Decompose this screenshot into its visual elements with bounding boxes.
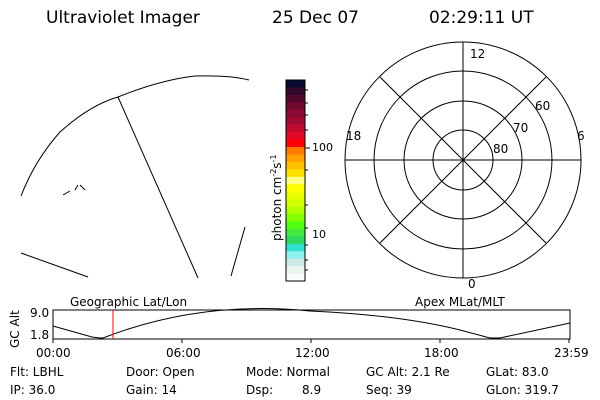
x-tick-label: 18:00 [424, 346, 459, 360]
dsp-label: Dsp: [246, 383, 274, 397]
map-line [230, 226, 246, 277]
colorbar-swatch [286, 117, 305, 126]
gc-alt-axis-label: GC Alt [8, 310, 22, 348]
colorbar-unit-exp2: -1 [269, 154, 278, 163]
map-line [79, 184, 86, 191]
glon-status: GLon: 319.7 [486, 383, 559, 397]
colorbar-swatch [286, 273, 305, 282]
colorbar-swatch [286, 243, 305, 252]
colorbar-tick-100: 100 [312, 141, 333, 154]
colorbar-swatch [286, 191, 305, 200]
colorbar-swatch [286, 161, 305, 170]
time-label: 02:29:11 UT [429, 8, 534, 28]
timeline-frame [52, 309, 571, 340]
colorbar-swatch [286, 147, 305, 155]
colorbar-unit-s: s [270, 162, 284, 169]
x-tick-label: 00:00 [36, 346, 71, 360]
map-line [117, 96, 199, 279]
colorbar-swatch [286, 139, 305, 148]
colorbar-swatch [286, 184, 305, 193]
colorbar-swatch [286, 169, 305, 178]
y-tick-9: 9.0 [30, 306, 50, 320]
x-tick-label: 06:00 [166, 346, 201, 360]
colorbar-swatch [286, 87, 305, 96]
gain-status: Gain: 14 [126, 383, 177, 397]
map-line [62, 190, 71, 196]
colorbar-unit: photon cm [270, 176, 284, 241]
colorbar-swatch [286, 80, 305, 88]
colorbar-swatch [286, 214, 305, 222]
colorbar-swatch [286, 251, 305, 260]
colorbar-swatch [286, 176, 305, 185]
colorbar-tick-10: 10 [312, 228, 326, 241]
polar-label-18: 18 [346, 129, 362, 143]
door-status: Door: Open [126, 365, 195, 379]
colorbar-swatch [286, 109, 305, 118]
polar-diagonal [379, 76, 547, 244]
seq-status: Seq: 39 [366, 383, 412, 397]
colorbar-unit-exp: -2 [269, 168, 278, 177]
colorbar-swatch [286, 154, 305, 163]
x-tick-label: 23:59 [554, 346, 589, 360]
colorbar-swatch [286, 102, 305, 111]
colorbar-swatch [286, 266, 305, 275]
colorbar-swatch [286, 258, 305, 267]
polar-ring-label-70: 70 [513, 121, 529, 135]
map-line [74, 184, 79, 191]
geographic-label: Geographic Lat/Lon [70, 295, 188, 309]
apex-label: Apex MLat/MLT [415, 295, 505, 309]
date-label: 25 Dec 07 [272, 8, 359, 28]
map-line [20, 252, 89, 278]
polar-label-6: 6 [577, 129, 585, 143]
y-tick-1-8: 1.8 [30, 328, 50, 342]
map-outline-arc [20, 75, 250, 197]
polar-label-12: 12 [470, 47, 486, 61]
colorbar-frame [285, 79, 306, 282]
instrument-title: Ultraviolet Imager [46, 8, 200, 28]
colorbar-swatch [286, 199, 305, 208]
gc-alt-curve [52, 308, 571, 339]
colorbar-swatch [286, 132, 305, 141]
colorbar-swatch [286, 221, 305, 230]
ip-status: IP: 36.0 [10, 383, 56, 397]
filter-status: Flt: LBHL [10, 365, 64, 379]
colorbar-swatch [286, 236, 305, 245]
mode-status: Mode: Normal [246, 365, 330, 379]
glat-status: GLat: 83.0 [486, 365, 549, 379]
colorbar-swatch [286, 94, 305, 103]
colorbar-swatch [286, 228, 305, 237]
x-tick-label: 12:00 [295, 346, 330, 360]
colorbar-swatch [286, 124, 305, 133]
dsp-value: 8.9 [302, 383, 322, 397]
gc-alt-status: GC Alt: 2.1 Re [366, 365, 450, 379]
colorbar-label: photon cm-2s-1 [268, 154, 284, 241]
colorbar [285, 79, 310, 282]
polar-grid [344, 41, 582, 279]
polar-ring-label-60: 60 [535, 99, 551, 113]
polar-ring-label-80: 80 [493, 142, 509, 156]
geographic-map [20, 75, 250, 279]
polar-label-0: 0 [468, 277, 476, 291]
timeline-plot [52, 308, 571, 343]
colorbar-swatch [286, 206, 305, 215]
